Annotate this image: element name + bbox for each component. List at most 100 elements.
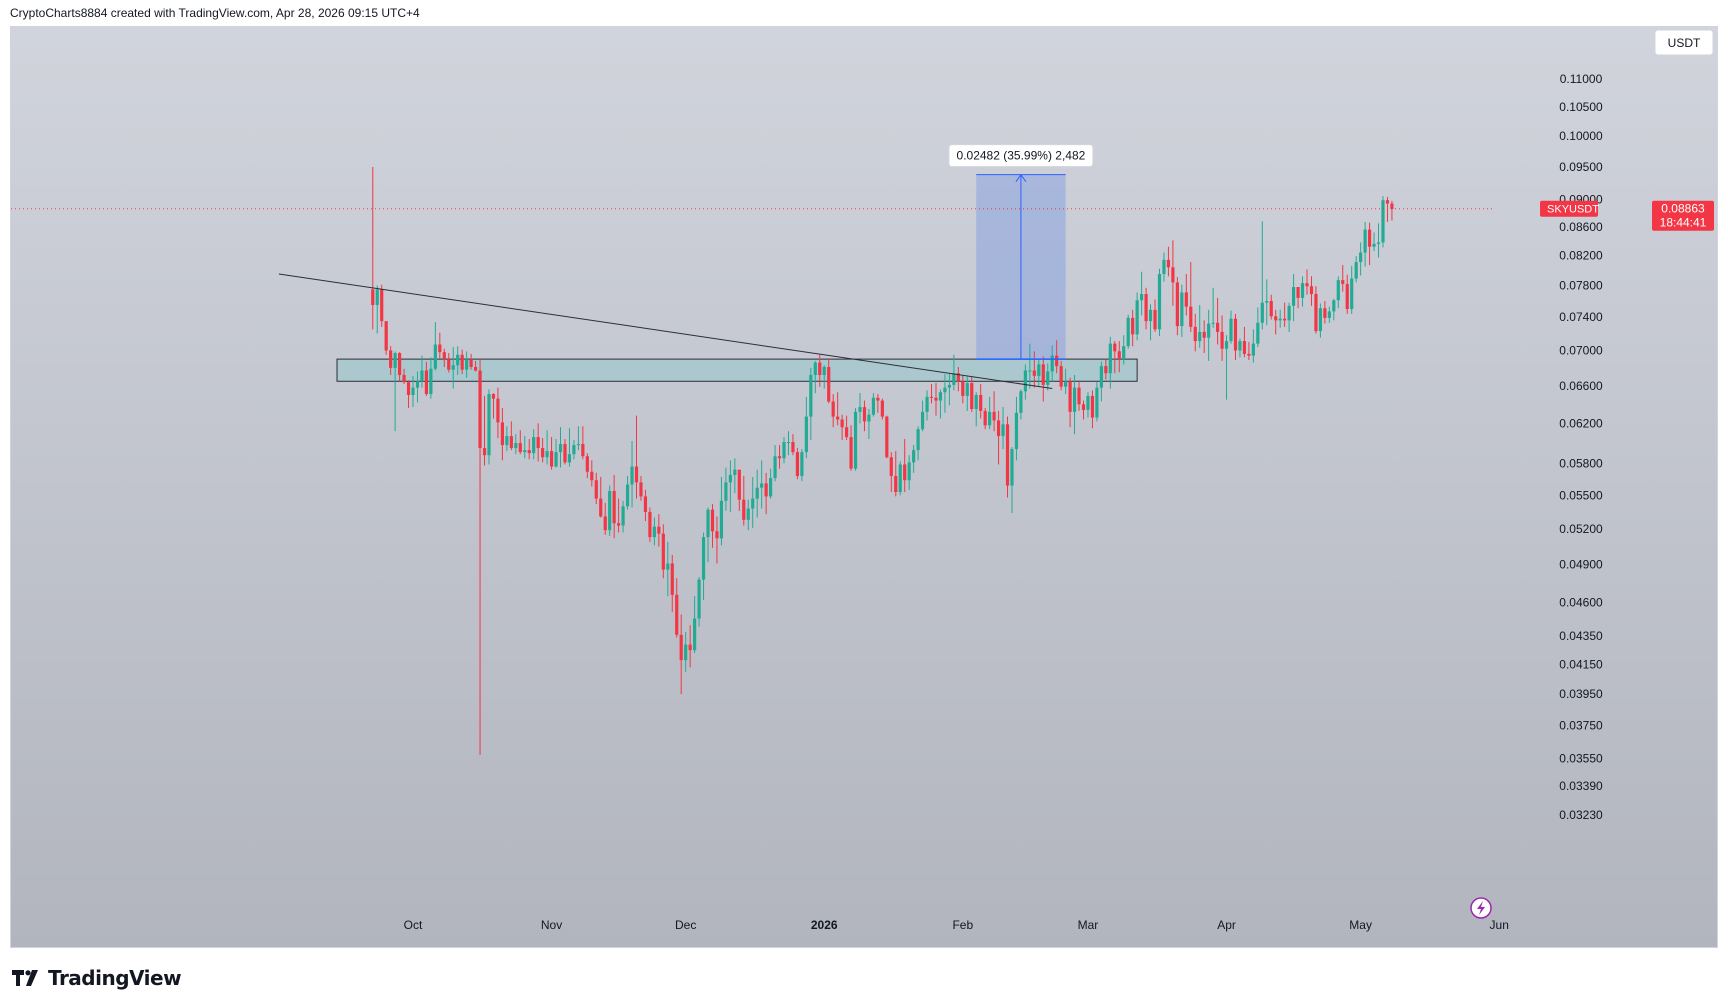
candle-body — [929, 396, 934, 398]
price-axis-tick: 0.04900 — [1559, 558, 1603, 572]
candle — [885, 415, 889, 459]
currency-button[interactable]: USDT — [1654, 29, 1714, 56]
candle — [380, 284, 384, 327]
candle-body — [1256, 322, 1260, 344]
candle — [675, 578, 679, 638]
candle-body — [527, 450, 531, 454]
candle-body — [657, 526, 661, 534]
candle-body — [992, 411, 996, 421]
candle-body — [965, 383, 969, 396]
candle — [1318, 303, 1323, 338]
candle — [433, 321, 437, 371]
candle — [1207, 309, 1211, 361]
candle-body — [661, 533, 665, 570]
candle-body — [567, 454, 572, 463]
candle-body — [1135, 300, 1139, 335]
chart-pane[interactable]: 0.02482 (35.99%) 2,482 0.11000 0.10500 0.1… — [10, 26, 1718, 948]
candle — [661, 524, 665, 579]
candle-body — [1010, 449, 1014, 486]
candle — [1131, 309, 1135, 347]
candle — [688, 625, 692, 668]
lightning-icon[interactable] — [1470, 897, 1492, 919]
time-axis-tick: Apr — [1217, 918, 1236, 932]
candle-body — [733, 469, 737, 475]
candle — [782, 437, 786, 464]
candle-body — [693, 618, 697, 651]
candle-body — [849, 437, 853, 469]
candle-body — [1189, 306, 1193, 327]
descending-trendline[interactable] — [278, 273, 1053, 390]
candle-body — [809, 374, 813, 417]
candle-body — [541, 448, 545, 458]
candle-body — [585, 456, 589, 472]
candle-body — [956, 373, 960, 382]
measure-label[interactable]: 0.02482 (35.99%) 2,482 — [948, 144, 1094, 168]
candle-body — [1376, 242, 1381, 244]
candle-body — [1296, 287, 1300, 298]
candle-body — [1014, 412, 1019, 450]
candle — [1005, 416, 1010, 498]
candle — [1126, 314, 1130, 349]
candle — [1327, 306, 1331, 323]
candle — [411, 375, 415, 408]
candle — [755, 469, 759, 518]
candle-body — [1108, 343, 1112, 374]
candle — [1059, 360, 1063, 391]
candle-body — [1171, 267, 1175, 283]
candle-body — [894, 475, 898, 493]
candle-body — [1198, 331, 1202, 342]
candle-body — [1193, 326, 1197, 342]
candle — [1077, 382, 1081, 411]
candle-body — [777, 456, 782, 459]
candle-body — [558, 444, 563, 453]
candle — [442, 348, 446, 367]
candle — [1376, 223, 1381, 258]
candle — [1055, 340, 1059, 374]
candle-body — [1113, 343, 1117, 352]
candle-body — [482, 448, 487, 456]
time-axis-tick: Nov — [541, 918, 562, 932]
candle-body — [746, 508, 750, 520]
price-axis-tick: 0.03230 — [1559, 808, 1603, 822]
candle-body — [433, 344, 437, 369]
candle — [844, 415, 849, 441]
candle-body — [885, 416, 889, 458]
candle-body — [1305, 283, 1309, 287]
candle-body — [384, 321, 388, 351]
candle — [518, 430, 522, 455]
price-axis-tick: 0.05200 — [1559, 522, 1603, 536]
candle — [929, 383, 934, 404]
candle-body — [1140, 294, 1144, 301]
candle — [375, 285, 379, 334]
candle-body — [916, 429, 920, 451]
candle-body — [639, 482, 643, 497]
candle-body — [679, 634, 683, 661]
candle-body — [612, 490, 616, 524]
candle — [1233, 313, 1238, 360]
candle — [1216, 297, 1220, 345]
tradingview-logo[interactable]: TradingView — [12, 966, 182, 990]
candle-body — [867, 414, 871, 422]
candle-body — [1028, 370, 1032, 372]
support-resistance-zone[interactable] — [336, 358, 1138, 382]
candle-body — [710, 509, 715, 532]
candle — [415, 371, 420, 403]
candle — [938, 389, 943, 419]
candle — [1108, 336, 1112, 389]
candle — [1072, 374, 1077, 435]
candle — [697, 577, 701, 627]
candle-body — [684, 644, 688, 661]
candle — [612, 474, 616, 539]
candle — [1300, 276, 1305, 307]
price-axis-tick: 0.04350 — [1559, 629, 1603, 643]
candle-body — [1023, 370, 1027, 392]
candle-body — [880, 400, 884, 417]
candle — [603, 503, 607, 535]
candle-body — [827, 366, 831, 402]
candle-body — [1068, 381, 1072, 412]
candle — [1041, 356, 1045, 402]
candle — [1175, 277, 1179, 336]
price-chart[interactable]: 0.02482 (35.99%) 2,482 0.11000 0.10500 0.1… — [11, 27, 1717, 947]
candle-body — [375, 289, 379, 306]
candle-body — [1005, 424, 1010, 486]
